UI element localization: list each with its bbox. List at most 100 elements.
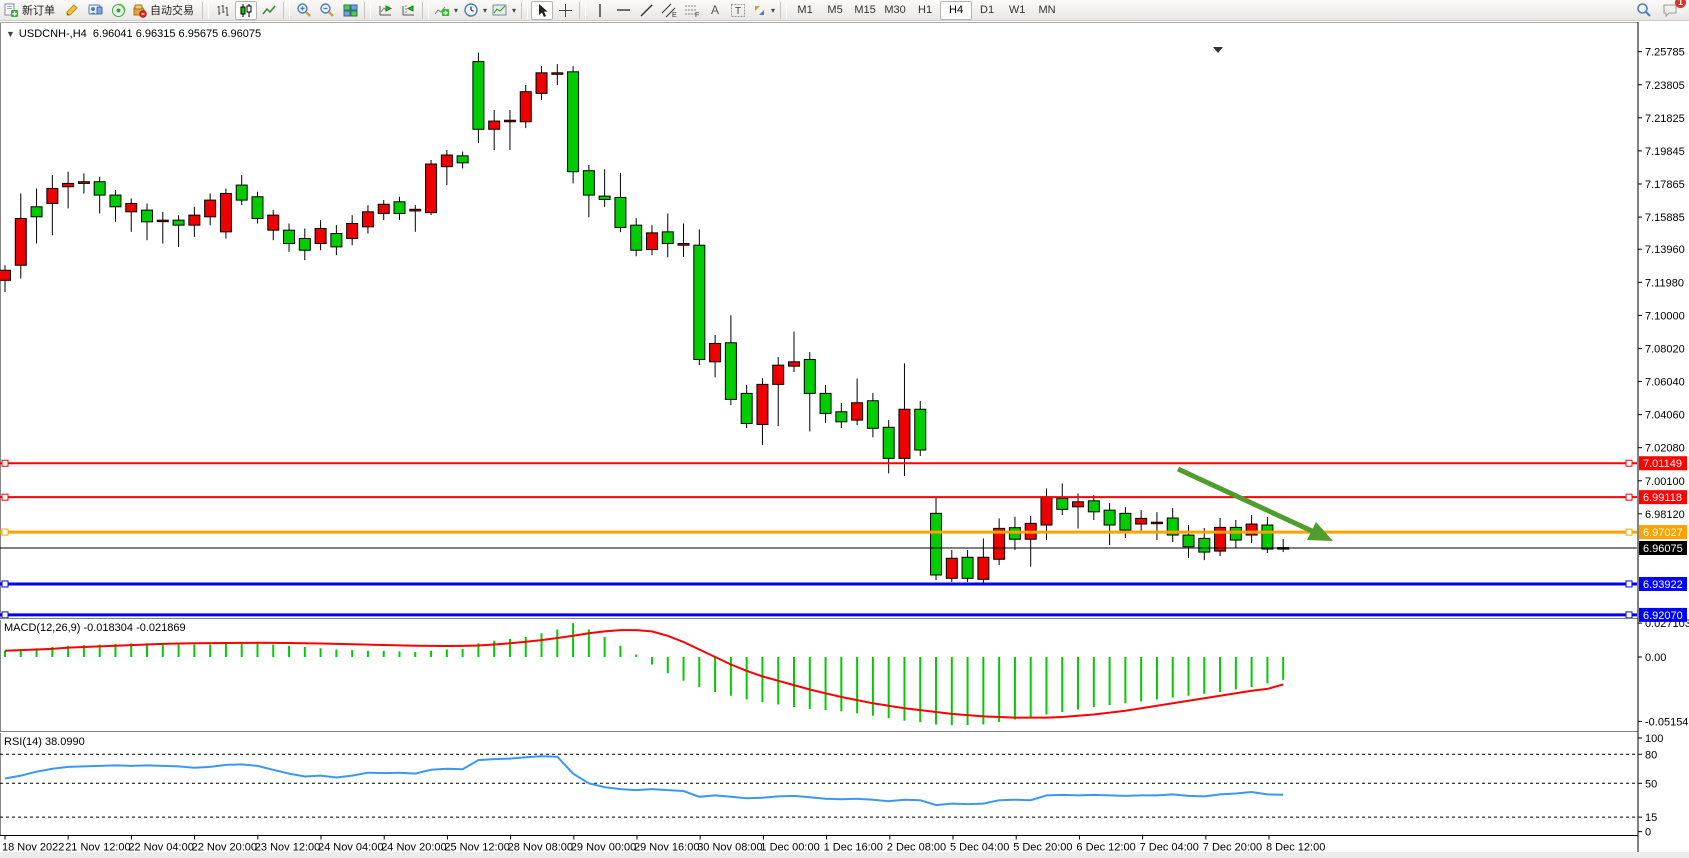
templates-button[interactable]: ▾ bbox=[490, 1, 518, 20]
horizontal-line-button[interactable] bbox=[612, 1, 634, 20]
symbol-name: USDCNH-,H4 bbox=[18, 28, 87, 40]
timeframe-m30[interactable]: M30 bbox=[884, 4, 906, 16]
text-label-button[interactable]: T bbox=[727, 1, 749, 20]
zoom-out-button[interactable] bbox=[316, 1, 338, 20]
line-handle[interactable] bbox=[1, 580, 9, 588]
timeframe-w1[interactable]: W1 bbox=[1008, 4, 1026, 16]
candle-body-bear bbox=[283, 229, 296, 245]
price-axis-column[interactable] bbox=[1638, 22, 1689, 852]
chevron-down-icon: ▾ bbox=[454, 5, 459, 15]
time-axis-label: 7 Dec 20:00 bbox=[1203, 842, 1262, 854]
equidistant-channel-button[interactable]: E bbox=[658, 1, 680, 20]
line-handle[interactable] bbox=[1, 611, 9, 619]
toolbar-separator bbox=[283, 1, 290, 19]
chart-area[interactable]: 18 Nov 2022 21 Nov 12:00 22 Nov 04:00 22 No… bbox=[0, 22, 1689, 858]
price-tag bbox=[1639, 456, 1687, 471]
auto-scroll-button[interactable] bbox=[374, 1, 396, 20]
chat-button[interactable]: 1 bbox=[1659, 0, 1686, 20]
price-tag-label: 6.92070 bbox=[1643, 610, 1683, 622]
candle-body-bear bbox=[1198, 537, 1211, 553]
signals-button[interactable] bbox=[107, 1, 129, 20]
candle-body-bear bbox=[330, 233, 343, 248]
text-tool-button[interactable]: A bbox=[704, 1, 726, 20]
price-axis-label: 7.00100 bbox=[1645, 476, 1685, 488]
metaeditor-button[interactable] bbox=[61, 1, 83, 20]
fibonacci-button[interactable]: F bbox=[681, 1, 703, 20]
trend-arrow-head[interactable] bbox=[1307, 522, 1333, 541]
price-tag-label: 6.93922 bbox=[1643, 579, 1683, 591]
timeframe-m15[interactable]: M15 bbox=[854, 4, 876, 16]
new-order-button[interactable]: 新订单 bbox=[2, 1, 60, 20]
time-axis-label: 23 Nov 12:00 bbox=[255, 842, 320, 854]
price-tag bbox=[1639, 525, 1687, 540]
candle-body-bear bbox=[835, 411, 848, 423]
line-handle[interactable] bbox=[1625, 528, 1633, 536]
collapse-triangle-icon[interactable]: ▼ bbox=[6, 29, 15, 39]
time-axis-label: 29 Nov 00:00 bbox=[571, 842, 636, 854]
timeframe-mn[interactable]: MN bbox=[1038, 4, 1056, 16]
candle-body-bull bbox=[1150, 521, 1163, 525]
time-axis-label: 8 Dec 12:00 bbox=[1266, 842, 1325, 854]
line-handle[interactable] bbox=[1, 493, 9, 501]
price-axis-label: 7.21825 bbox=[1645, 113, 1685, 125]
auto-scroll-icon bbox=[379, 4, 392, 15]
line-handle[interactable] bbox=[1625, 493, 1633, 501]
candle-body-bear bbox=[724, 342, 737, 400]
candle-body-bull bbox=[46, 187, 59, 204]
bar-chart-button[interactable] bbox=[212, 1, 234, 20]
rsi-axis-label: 15 bbox=[1645, 812, 1657, 824]
time-axis-label: 22 Nov 04:00 bbox=[128, 842, 193, 854]
vertical-line-button[interactable] bbox=[589, 1, 611, 20]
candle-body-bull bbox=[993, 527, 1006, 560]
timeframe-d1[interactable]: D1 bbox=[980, 4, 995, 16]
crosshair-button[interactable] bbox=[554, 1, 576, 20]
line-chart-button[interactable] bbox=[258, 1, 280, 20]
autotrading-button[interactable]: 自动交易 bbox=[130, 1, 199, 20]
trend-arrow-line[interactable] bbox=[1176, 466, 1314, 534]
line-handle[interactable] bbox=[1625, 459, 1633, 467]
price-axis-label: 7.25785 bbox=[1645, 47, 1685, 59]
timeframe-m5[interactable]: M5 bbox=[827, 4, 843, 16]
line-handle[interactable] bbox=[1625, 611, 1633, 619]
indicators-button[interactable]: ▾ bbox=[432, 1, 460, 20]
candle-body-bull bbox=[0, 269, 11, 281]
metaeditor-icon bbox=[66, 3, 78, 15]
terminal-button[interactable] bbox=[84, 1, 106, 20]
candle-body-bear bbox=[914, 408, 927, 451]
price-axis-label: 7.08020 bbox=[1645, 343, 1685, 355]
arrows-tool-button[interactable]: ▾ bbox=[750, 1, 777, 20]
time-axis-label: 28 Nov 08:00 bbox=[508, 842, 573, 854]
line-handle[interactable] bbox=[1, 459, 9, 467]
equidistant-channel-icon: E bbox=[661, 3, 677, 18]
rsi-axis-label: 100 bbox=[1645, 733, 1663, 745]
chevron-down-icon: ▾ bbox=[512, 5, 517, 15]
trendline-button[interactable] bbox=[635, 1, 657, 20]
candlestick-chart-button[interactable] bbox=[235, 0, 257, 20]
vertical-line-icon bbox=[599, 3, 601, 17]
candle-body-bull bbox=[1245, 523, 1258, 536]
price-axis-label: 7.02080 bbox=[1645, 443, 1685, 455]
chart-shift-marker[interactable] bbox=[1213, 47, 1223, 53]
candle-body-bull bbox=[551, 72, 564, 75]
periods-button[interactable]: ▾ bbox=[461, 1, 489, 20]
time-axis-label: 22 Nov 20:00 bbox=[192, 842, 257, 854]
cursor-button[interactable] bbox=[531, 0, 554, 20]
time-axis-label: 24 Nov 04:00 bbox=[318, 842, 383, 854]
chart-shift-icon bbox=[402, 4, 414, 15]
candle-body-bear bbox=[393, 201, 406, 214]
timeframe-m1[interactable]: M1 bbox=[797, 4, 813, 16]
line-handle[interactable] bbox=[1, 528, 9, 536]
line-handle[interactable] bbox=[1625, 580, 1633, 588]
timeframe-h4[interactable]: H4 bbox=[940, 0, 973, 20]
search-button[interactable] bbox=[1633, 1, 1655, 20]
zoom-in-button[interactable] bbox=[293, 1, 315, 20]
chevron-down-icon: ▾ bbox=[483, 5, 488, 15]
horizontal-line-icon bbox=[616, 9, 630, 11]
time-axis-label: 5 Dec 04:00 bbox=[950, 842, 1009, 854]
tile-windows-button[interactable] bbox=[339, 1, 361, 20]
timeframe-h1[interactable]: H1 bbox=[918, 4, 933, 16]
time-axis-label: 6 Dec 12:00 bbox=[1076, 842, 1135, 854]
chart-shift-button[interactable] bbox=[397, 1, 419, 20]
candle-body-bull bbox=[346, 222, 359, 240]
